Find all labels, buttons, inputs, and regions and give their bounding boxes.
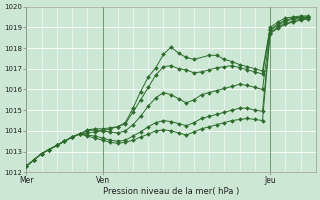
X-axis label: Pression niveau de la mer( hPa ): Pression niveau de la mer( hPa ) <box>103 187 239 196</box>
